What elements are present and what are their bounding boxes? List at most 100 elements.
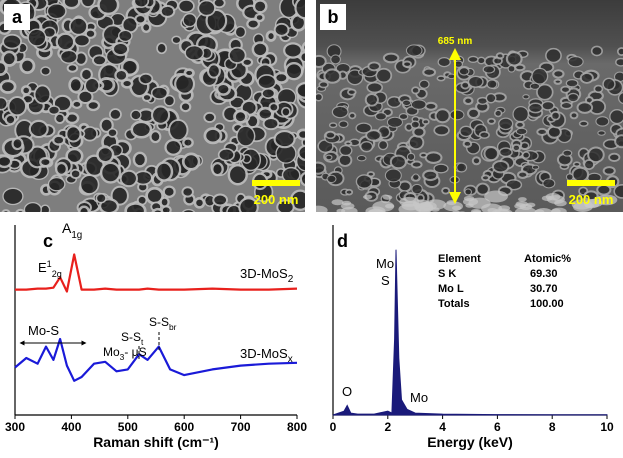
- pore: [609, 109, 623, 125]
- pore: [184, 44, 205, 61]
- legend-label: 3D-MoSx: [240, 346, 293, 365]
- annotation-part: Mo-S: [28, 323, 59, 338]
- legend-name: 3D-MoS: [240, 266, 288, 281]
- pore: [437, 56, 451, 68]
- pore: [615, 57, 623, 67]
- pore: [614, 134, 623, 149]
- pore: [330, 54, 341, 65]
- annotation-part: Mo: [410, 390, 428, 405]
- x-tick-label: 800: [287, 420, 307, 434]
- pore: [69, 168, 82, 180]
- pore: [73, 33, 91, 47]
- x-tick-label: 10: [600, 420, 614, 434]
- pore: [27, 28, 47, 47]
- pore: [257, 74, 277, 90]
- eds-chart: 0 2 4 6 8 10 Energy (keV) d Mo S O Mo Element Atomic%…: [330, 225, 614, 450]
- pore: [39, 204, 51, 212]
- pore: [459, 125, 474, 138]
- pore: [150, 86, 169, 100]
- pore: [262, 117, 280, 131]
- pore: [410, 120, 421, 129]
- pore: [587, 146, 605, 164]
- pore: [364, 93, 379, 107]
- pore: [406, 152, 416, 162]
- pore: [441, 187, 451, 195]
- thickness-label: 685 nm: [438, 36, 473, 47]
- substrate: [518, 197, 527, 202]
- pore: [485, 92, 497, 104]
- pore: [40, 66, 52, 76]
- annotation: S: [381, 273, 390, 288]
- pore: [182, 12, 198, 28]
- table-cell: Mo L: [438, 283, 464, 295]
- pore: [77, 89, 94, 105]
- x-tick-label: 300: [5, 420, 25, 434]
- pore: [39, 157, 52, 168]
- pore: [529, 82, 541, 90]
- panel-b-overlay: b 685 nm 200 nm: [320, 4, 615, 207]
- annotation-part: 1g: [71, 230, 82, 241]
- pore: [536, 127, 548, 136]
- pore: [377, 139, 389, 151]
- substrate: [331, 199, 344, 206]
- annotation-part: t: [141, 337, 144, 347]
- table-cell: Totals: [438, 298, 470, 310]
- pore: [273, 129, 296, 149]
- annotation-part: O: [342, 384, 352, 399]
- pore: [0, 154, 13, 169]
- pore: [366, 81, 384, 94]
- pore: [211, 162, 224, 177]
- pore: [151, 207, 165, 212]
- pore: [65, 147, 84, 165]
- pore: [28, 119, 49, 139]
- pore: [421, 118, 430, 125]
- pore: [95, 193, 107, 204]
- x-tick-label: 8: [549, 420, 556, 434]
- x-axis-label: Raman shift (cm⁻¹): [93, 434, 219, 450]
- pore: [273, 71, 289, 84]
- scale-bar-label: 200 nm: [254, 192, 299, 207]
- panel-label: c: [43, 231, 53, 251]
- substrate: [340, 202, 355, 210]
- pore: [578, 120, 589, 127]
- x-tick-label: 700: [231, 420, 251, 434]
- pore: [602, 77, 616, 91]
- scale-bar: [567, 180, 615, 186]
- pore: [183, 68, 195, 78]
- annotation-part: Mo: [376, 256, 394, 271]
- pore: [149, 130, 162, 144]
- pore: [316, 92, 324, 102]
- pore: [434, 108, 451, 124]
- pore: [576, 101, 594, 114]
- pore: [71, 99, 83, 109]
- pore: [197, 0, 216, 17]
- annotation: Mo: [410, 390, 428, 405]
- pore: [68, 16, 89, 36]
- scale-bar: [252, 180, 300, 186]
- pore: [494, 109, 503, 118]
- substrate: [385, 203, 395, 209]
- pore: [171, 35, 182, 45]
- pore: [182, 137, 194, 148]
- pore: [99, 117, 114, 133]
- pore: [515, 120, 525, 129]
- pore: [296, 128, 305, 141]
- pore: [55, 32, 76, 52]
- substrate: [336, 208, 346, 212]
- x-tick-label: 0: [330, 420, 337, 434]
- substrate: [367, 209, 386, 212]
- pore: [410, 99, 427, 110]
- pore: [337, 153, 353, 167]
- pore: [0, 79, 17, 94]
- pore: [84, 77, 100, 94]
- x-tick-label: 400: [61, 420, 81, 434]
- pore: [2, 187, 24, 206]
- x-tick-label: 2: [384, 420, 391, 434]
- pore: [114, 68, 129, 82]
- pore: [164, 138, 183, 156]
- annotation-part: E: [38, 260, 47, 275]
- annotation-part: br: [169, 322, 177, 332]
- pore: [545, 47, 562, 64]
- pore: [411, 86, 421, 95]
- table-cell: 69.30: [530, 268, 558, 280]
